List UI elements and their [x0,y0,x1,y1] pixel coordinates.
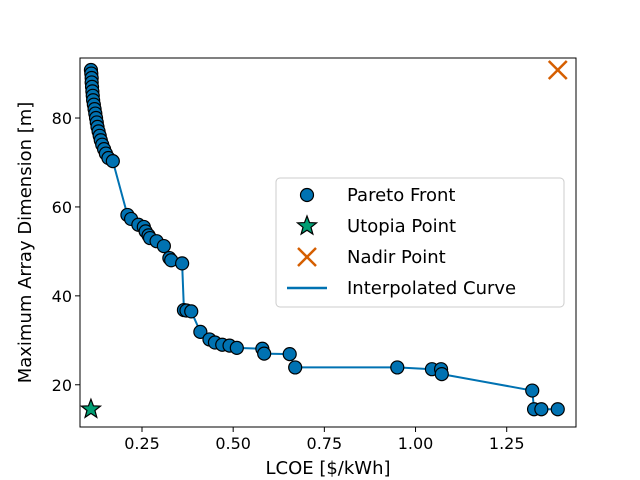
x-tick-label: 0.50 [215,434,251,453]
x-tick-label: 1.00 [398,434,434,453]
pareto-point [184,304,199,319]
legend-marker-nadir-point-stroke-b [297,247,317,267]
x-axis: 0.25 0.50 0.75 1.00 1.25 [124,427,525,453]
pareto-point [550,402,565,417]
legend-markers [287,187,327,290]
pareto-point [156,238,171,254]
utopia-point-marker [79,397,103,419]
y-tick-label: 60 [52,198,72,217]
pareto-point [534,402,549,417]
y-axis: 20 40 60 80 [52,109,80,395]
legend-marker-utopia-point [295,214,319,236]
pareto-point [390,360,405,375]
pareto-point [257,346,272,361]
pareto-point [229,340,244,355]
y-tick-label: 80 [52,109,72,128]
pareto-point [282,346,297,362]
y-axis-label: Maximum Array Dimension [m] [15,102,36,384]
y-tick-label: 20 [52,376,72,395]
legend-label-pareto-front: Pareto Front [347,185,455,206]
pareto-point [105,154,120,169]
legend-label-nadir-point: Nadir Point [347,247,446,268]
pareto-point [193,324,208,339]
x-axis-label: LCOE [$/kWh] [265,458,390,479]
legend-label-utopia-point: Utopia Point [347,216,456,237]
x-tick-label: 1.25 [489,434,525,453]
plot-area [79,60,568,419]
legend: Pareto Front Utopia Point Nadir Point In… [275,177,565,308]
pareto-point [434,367,449,382]
pareto-point [288,360,303,375]
pareto-point [525,383,540,398]
y-tick-label: 40 [52,287,72,306]
nadir-point-marker-stroke-b [547,60,568,80]
legend-box [275,177,565,308]
legend-marker-pareto-front [299,187,315,203]
x-tick-label: 0.25 [124,434,160,453]
legend-label-interpolated-curve: Interpolated Curve [347,278,516,299]
axes-frame [79,57,577,428]
x-tick-label: 0.75 [307,434,343,453]
pareto-point [175,256,190,271]
